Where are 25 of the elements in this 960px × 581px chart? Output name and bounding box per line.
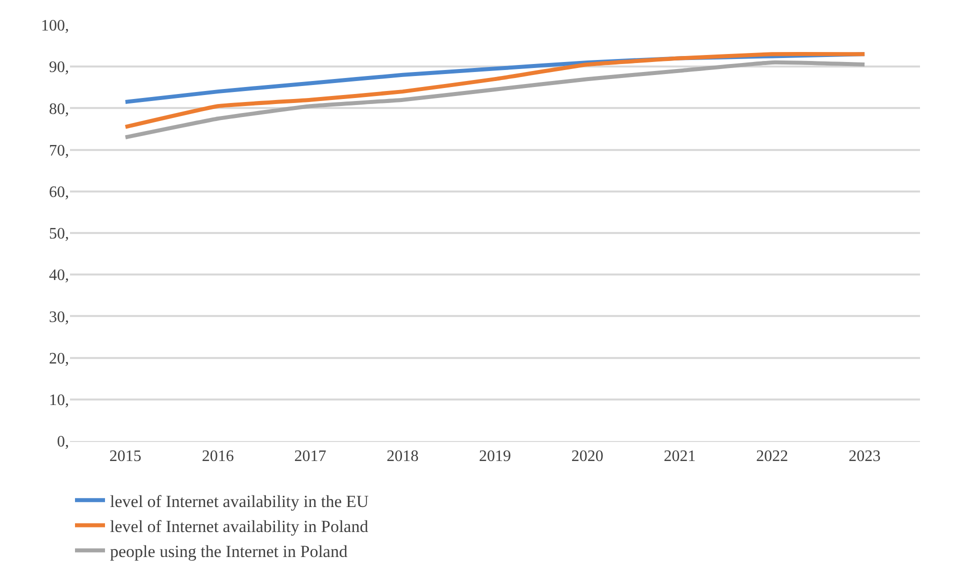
y-tick-label: 100,: [41, 18, 69, 35]
line-series: [123, 60, 867, 140]
y-tick-label: 20,: [49, 350, 69, 368]
y-tick-label: 90,: [49, 59, 69, 76]
x-tick-label: 2018: [386, 448, 419, 466]
y-tick-label: 50,: [49, 226, 69, 243]
legend-label: level of Internet availability in the EU: [110, 492, 369, 511]
y-tick-label: 0,: [57, 434, 69, 451]
x-tick-label: 2022: [756, 448, 788, 466]
x-tick-label: 2023: [848, 448, 881, 466]
x-tick-label: 2016: [202, 448, 234, 466]
x-tick-label: 2017: [294, 448, 326, 466]
y-tick-label: 60,: [49, 184, 69, 201]
y-tick-label: 80,: [49, 100, 69, 118]
line-series: [123, 52, 867, 129]
x-tick-label: 2015: [109, 448, 142, 466]
legend-label: level of Internet availability in Poland: [110, 516, 369, 536]
x-tick-label: 2019: [479, 448, 511, 466]
x-tick-label: 2021: [664, 448, 696, 466]
legend-label: people using the Internet in Poland: [110, 542, 348, 561]
x-tick-label: 2020: [571, 448, 604, 466]
y-tick-label: 40,: [49, 267, 69, 284]
y-tick-label: 30,: [49, 308, 69, 326]
y-tick-label: 70,: [49, 142, 69, 160]
y-tick-label: 10,: [49, 392, 69, 409]
